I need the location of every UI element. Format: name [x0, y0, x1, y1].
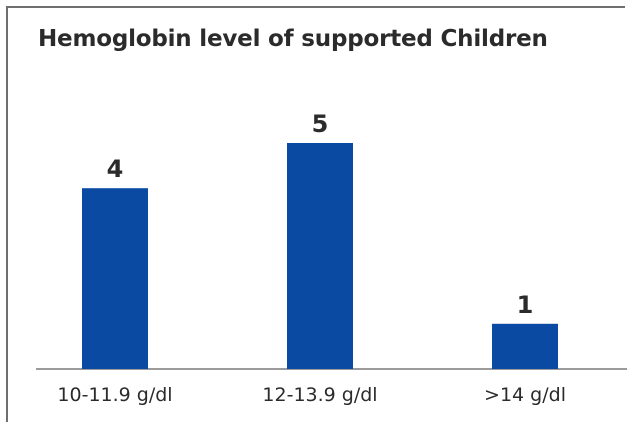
bar-2 [287, 143, 353, 369]
x-tick-label-3: >14 g/dl [484, 384, 566, 406]
bars [82, 143, 558, 369]
value-label-3: 1 [517, 291, 534, 319]
value-labels: 4 5 1 [107, 110, 534, 319]
x-tick-labels: 10-11.9 g/dl 12-13.9 g/dl >14 g/dl [57, 384, 566, 406]
value-label-2: 5 [312, 110, 329, 138]
value-label-1: 4 [107, 155, 124, 183]
x-tick-label-1: 10-11.9 g/dl [57, 384, 172, 406]
bar-1 [82, 188, 148, 369]
chart-title: Hemoglobin level of supported Children [38, 26, 548, 52]
bar-3 [492, 323, 558, 369]
x-tick-label-2: 12-13.9 g/dl [262, 384, 377, 406]
